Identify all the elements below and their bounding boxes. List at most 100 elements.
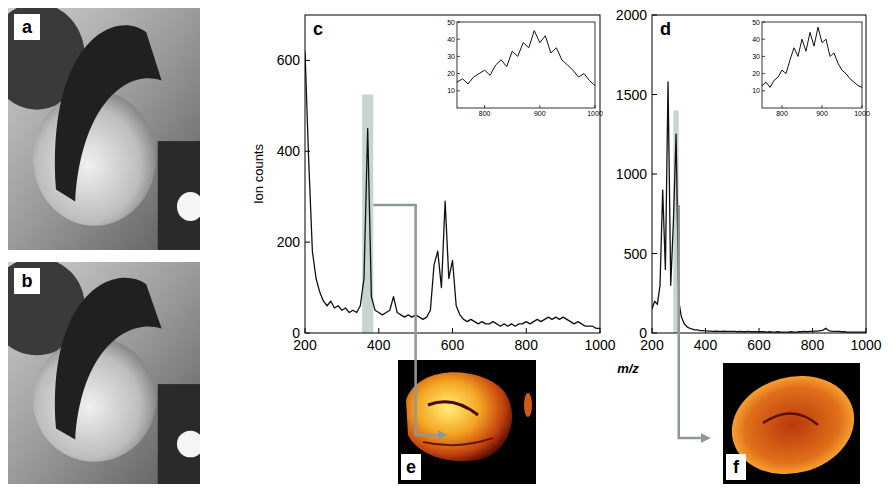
panel-label: d (660, 19, 671, 39)
ion-image-signal (721, 363, 866, 488)
x-tick (305, 328, 306, 333)
y-tick (652, 174, 657, 175)
inset-x-tick-label: 800 (776, 110, 788, 117)
y-tick (305, 242, 310, 243)
photo-dark (158, 141, 200, 250)
panel-label: b (22, 271, 33, 291)
ion-image-streak (763, 413, 818, 425)
photo-dark (158, 384, 200, 484)
x-tick-label: 1000 (850, 337, 881, 353)
panel-label: f (733, 457, 740, 477)
y-tick (652, 94, 657, 95)
y-tick-label: 0 (292, 325, 300, 341)
inset-x-tick (539, 105, 540, 108)
y-tick-label: 400 (277, 143, 301, 159)
inset-y-tick-label: 50 (752, 19, 760, 26)
spectrum-panel: 20040060080010000200400600cIon countsm/z… (251, 15, 639, 376)
x-tick-label: 1000 (584, 337, 615, 353)
inset-y-tick-label: 10 (447, 87, 455, 94)
photo (8, 8, 200, 250)
y-tick-label: 1000 (616, 166, 647, 182)
inset-x-tick (595, 105, 596, 108)
connector-arrow (679, 205, 707, 438)
ion-image (398, 360, 536, 484)
photo-arc (55, 278, 162, 440)
inset-x-tick-label: 1000 (854, 110, 870, 117)
y-tick-label: 600 (277, 52, 301, 68)
x-tick-label: 800 (801, 337, 825, 353)
x-tick (759, 328, 760, 333)
inset-y-tick-label: 10 (752, 87, 760, 94)
ion-image-streak (428, 402, 478, 415)
photo-glint (177, 192, 200, 221)
inset-y-tick (457, 73, 460, 74)
x-tick-label: 400 (367, 337, 391, 353)
inset-plot-area (762, 27, 862, 87)
x-tick (600, 328, 601, 333)
x-tick-label: 400 (694, 337, 718, 353)
inset-y-tick (457, 39, 460, 40)
y-tick-label: 0 (639, 325, 647, 341)
ion-image-streak (423, 438, 493, 445)
y-tick-label: 500 (624, 246, 648, 262)
inset-frame (762, 22, 862, 108)
y-axis-title: Ion counts (251, 144, 266, 204)
photo (8, 262, 200, 484)
panel-label-box (401, 454, 421, 480)
panel-label-box (726, 454, 746, 480)
axes-frame (305, 15, 600, 333)
y-tick-label: 1500 (616, 87, 647, 103)
y-tick (305, 151, 310, 152)
inset-ground (762, 22, 862, 108)
y-tick (305, 333, 310, 334)
inset-x-tick-label: 1000 (587, 110, 603, 117)
inset-x-tick (484, 105, 485, 108)
y-tick-label: 2000 (616, 7, 647, 23)
photo-glint (177, 431, 200, 458)
inset-y-tick (457, 56, 460, 57)
x-tick (866, 328, 867, 333)
panel-label: e (406, 457, 416, 477)
axes-frame (652, 15, 866, 333)
x-tick (812, 328, 813, 333)
inset-y-tick (762, 22, 765, 23)
plot-area (652, 82, 866, 332)
ion-image-spot (524, 393, 532, 417)
inset-x-tick-label: 900 (816, 110, 828, 117)
inset-y-tick-label: 40 (447, 36, 455, 43)
inset-y-tick (762, 90, 765, 91)
inset-plot-area (457, 31, 595, 86)
ion-image (721, 363, 866, 488)
x-tick (526, 328, 527, 333)
y-tick-label: 200 (277, 234, 301, 250)
panel-label-box (14, 14, 40, 40)
figure: abef20040060080010000200400600cIon count… (0, 0, 893, 489)
x-tick (705, 328, 706, 333)
inset-line (762, 27, 862, 87)
inset-ground (457, 22, 595, 108)
spectrum-line (652, 82, 866, 332)
ion-image-ground (398, 360, 536, 484)
inset-x-tick (862, 105, 863, 108)
inset-y-tick (762, 56, 765, 57)
inset-y-tick (457, 22, 460, 23)
inset-y-tick-label: 30 (752, 53, 760, 60)
inset: 800 900 1000 10 20 30 40 50 (752, 19, 870, 118)
y-tick (305, 60, 310, 61)
connector-arrow (373, 205, 443, 435)
inset-x-tick (822, 105, 823, 108)
inset-y-tick-label: 40 (752, 36, 760, 43)
inset-x-tick (782, 105, 783, 108)
y-tick (652, 333, 657, 334)
x-tick (378, 328, 379, 333)
inset-line (457, 31, 595, 86)
inset-y-tick-label: 20 (752, 70, 760, 77)
x-tick (452, 328, 453, 333)
x-tick (652, 328, 653, 333)
inset-frame (457, 22, 595, 108)
inset-y-tick (457, 90, 460, 91)
panel-label: a (22, 17, 33, 37)
inset-y-tick-label: 20 (447, 70, 455, 77)
x-tick-label: 600 (441, 337, 465, 353)
inset-x-tick-label: 900 (534, 110, 546, 117)
